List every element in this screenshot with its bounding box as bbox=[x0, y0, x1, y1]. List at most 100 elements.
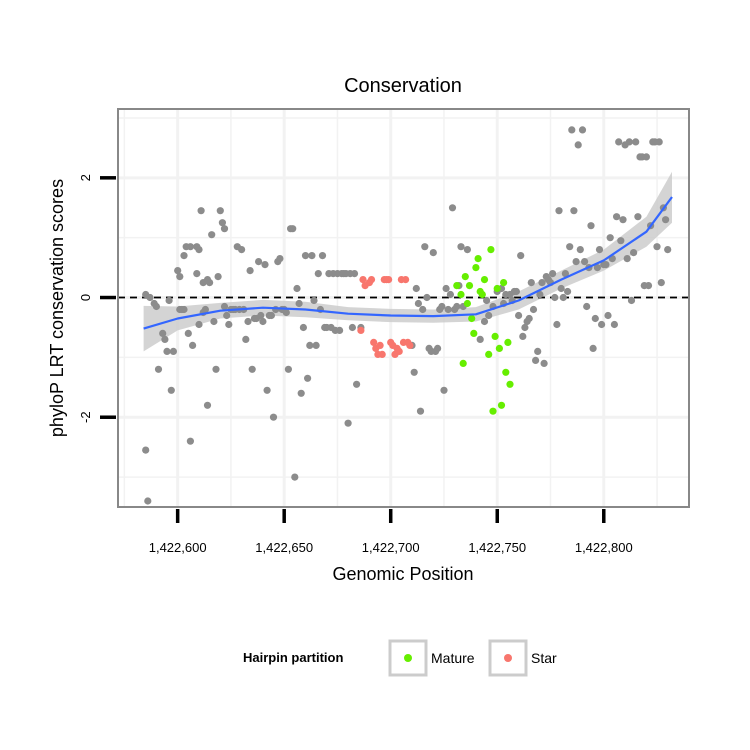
data-point-other bbox=[310, 296, 318, 305]
data-point-mature bbox=[457, 290, 465, 299]
data-point-other bbox=[348, 323, 356, 332]
data-point-other bbox=[644, 282, 653, 290]
legend-label-star: Star bbox=[531, 650, 557, 666]
data-point-other bbox=[551, 293, 559, 302]
data-point-other bbox=[515, 311, 523, 320]
data-point-other bbox=[353, 380, 361, 388]
data-point-other bbox=[568, 126, 576, 134]
data-point-other bbox=[578, 126, 587, 134]
data-point-other bbox=[248, 365, 256, 373]
data-point-other bbox=[421, 243, 429, 251]
legend-marker-star bbox=[504, 654, 512, 662]
data-point-mature bbox=[474, 255, 482, 263]
data-point-other bbox=[201, 305, 209, 314]
data-point-other bbox=[566, 243, 574, 251]
data-point-other bbox=[184, 329, 192, 337]
data-point-other bbox=[623, 255, 631, 263]
y-tick-label: -2 bbox=[78, 411, 93, 423]
data-point-other bbox=[238, 246, 246, 254]
data-point-other bbox=[657, 279, 665, 287]
data-point-other bbox=[549, 270, 557, 278]
data-point-other bbox=[557, 284, 565, 293]
data-point-other bbox=[630, 249, 638, 257]
data-point-other bbox=[314, 270, 322, 278]
data-point-other bbox=[416, 407, 425, 415]
x-tick-label: 1,422,650 bbox=[255, 540, 313, 555]
data-point-other bbox=[214, 273, 222, 281]
data-point-other bbox=[632, 138, 640, 146]
data-point-other bbox=[225, 320, 233, 329]
data-point-other bbox=[276, 255, 284, 263]
data-point-other bbox=[564, 287, 572, 296]
legend: Hairpin partition Mature Star bbox=[243, 639, 557, 677]
data-point-other bbox=[463, 246, 471, 254]
data-point-other bbox=[625, 138, 633, 146]
data-point-other bbox=[284, 365, 292, 373]
data-point-other bbox=[610, 320, 619, 329]
data-point-mature bbox=[487, 246, 495, 254]
data-point-other bbox=[527, 279, 535, 287]
series-mature bbox=[453, 246, 514, 415]
data-point-other bbox=[595, 246, 604, 254]
data-point-other bbox=[642, 153, 651, 161]
data-point-other bbox=[350, 270, 359, 278]
data-point-other bbox=[414, 299, 422, 308]
data-point-other bbox=[570, 207, 578, 215]
data-point-mature bbox=[485, 350, 493, 358]
data-point-other bbox=[412, 284, 420, 293]
data-point-other bbox=[193, 270, 201, 278]
data-point-star bbox=[367, 276, 376, 284]
data-point-other bbox=[593, 264, 602, 272]
data-point-star bbox=[378, 350, 386, 358]
series-star bbox=[357, 276, 414, 358]
data-point-other bbox=[259, 317, 267, 326]
data-point-mature bbox=[491, 332, 499, 340]
data-point-star bbox=[402, 276, 410, 284]
data-point-other bbox=[197, 207, 205, 215]
data-point-other bbox=[512, 287, 521, 296]
data-point-other bbox=[517, 252, 525, 260]
data-point-other bbox=[159, 329, 167, 337]
data-point-other bbox=[627, 296, 636, 305]
data-point-star bbox=[357, 326, 365, 334]
data-point-other bbox=[529, 305, 538, 314]
data-point-other bbox=[180, 252, 188, 260]
data-point-other bbox=[589, 344, 597, 352]
data-point-star bbox=[406, 341, 414, 349]
data-point-other bbox=[336, 326, 344, 334]
data-point-other bbox=[440, 386, 448, 394]
data-point-other bbox=[662, 216, 670, 224]
data-point-other bbox=[604, 311, 612, 320]
axes: 1,422,600 1,422,650 1,422,700 1,422,750 1,42… bbox=[78, 174, 633, 555]
data-point-other bbox=[519, 332, 527, 340]
data-point-other bbox=[344, 419, 352, 427]
data-point-other bbox=[480, 317, 489, 326]
data-point-mature bbox=[465, 282, 474, 290]
data-point-other bbox=[410, 368, 418, 376]
data-point-other bbox=[476, 335, 484, 343]
data-point-other bbox=[559, 293, 567, 302]
data-point-star bbox=[376, 341, 384, 349]
data-point-mature bbox=[480, 276, 489, 284]
data-point-other bbox=[606, 234, 614, 242]
data-point-other bbox=[169, 347, 177, 355]
data-point-other bbox=[419, 305, 427, 314]
data-point-other bbox=[555, 207, 563, 215]
data-point-other bbox=[446, 290, 454, 299]
smooth-trend-layer bbox=[143, 196, 673, 330]
data-point-other bbox=[189, 341, 197, 349]
data-point-other bbox=[434, 344, 442, 352]
x-tick-label: 1,422,600 bbox=[149, 540, 207, 555]
data-point-other bbox=[540, 359, 548, 367]
data-point-other bbox=[457, 243, 465, 251]
data-point-other bbox=[263, 386, 271, 394]
data-point-other bbox=[304, 374, 312, 382]
data-point-mature bbox=[502, 368, 510, 376]
data-point-star bbox=[395, 347, 403, 355]
data-point-other bbox=[244, 317, 252, 326]
data-point-other bbox=[208, 231, 216, 239]
data-point-mature bbox=[493, 284, 501, 293]
legend-marker-mature bbox=[404, 654, 412, 662]
data-point-mature bbox=[478, 290, 486, 299]
data-point-other bbox=[308, 252, 316, 260]
